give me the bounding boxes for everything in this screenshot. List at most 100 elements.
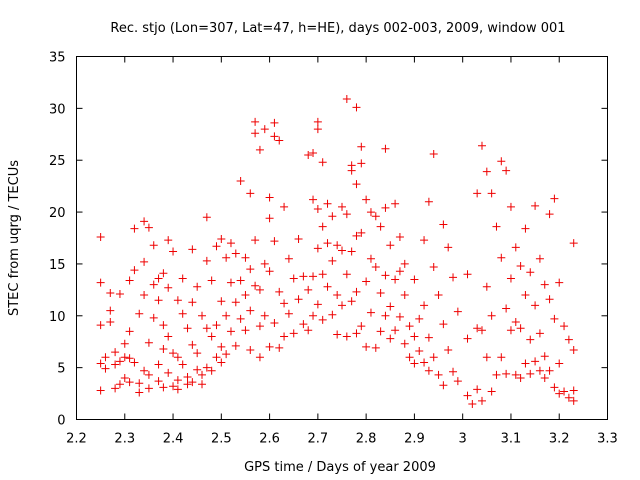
data-point: [120, 374, 129, 383]
data-point: [255, 285, 264, 294]
data-point: [255, 145, 264, 154]
data-point: [231, 341, 240, 350]
data-point: [439, 381, 448, 390]
data-point: [338, 246, 346, 255]
data-point: [347, 297, 356, 306]
data-point: [376, 327, 385, 336]
data-point: [366, 208, 375, 217]
data-point: [275, 343, 284, 352]
data-point: [318, 158, 327, 167]
data-point: [270, 118, 279, 127]
x-tick-label: 3: [459, 432, 467, 447]
data-point: [96, 321, 105, 330]
data-point: [535, 366, 544, 375]
data-point: [241, 253, 250, 262]
data-point: [391, 275, 400, 284]
data-point: [540, 280, 549, 289]
data-point: [516, 374, 525, 383]
data-point: [178, 274, 187, 283]
data-point: [164, 368, 173, 377]
data-point: [188, 298, 197, 307]
data-point: [318, 315, 327, 324]
data-point: [202, 256, 211, 265]
x-tick-label: 3.3: [597, 432, 618, 447]
data-point: [217, 297, 226, 306]
data-point: [251, 236, 260, 245]
data-point: [342, 210, 351, 219]
data-point: [173, 296, 182, 305]
data-point: [535, 329, 544, 338]
data-point: [115, 357, 124, 366]
data-point: [323, 282, 332, 291]
data-point: [463, 334, 472, 343]
data-point: [366, 254, 375, 263]
data-point: [309, 311, 318, 320]
data-point: [135, 309, 144, 318]
y-tick-label: 10: [49, 310, 66, 325]
data-point: [284, 254, 293, 263]
data-point: [246, 306, 255, 315]
data-point: [391, 326, 400, 335]
data-point: [540, 374, 549, 383]
data-point: [473, 189, 482, 198]
y-tick-label: 15: [49, 258, 66, 273]
data-point: [357, 228, 366, 237]
x-tick-label: 2.2: [66, 432, 87, 447]
data-point: [149, 280, 158, 289]
data-point: [188, 340, 197, 349]
data-point: [159, 383, 168, 392]
data-point: [492, 222, 501, 231]
data-point: [342, 270, 351, 279]
data-point: [395, 232, 404, 241]
data-point: [463, 270, 472, 279]
data-point: [410, 359, 419, 368]
data-point: [328, 256, 337, 265]
x-tick-label: 2.6: [259, 432, 280, 447]
data-point: [400, 291, 409, 300]
data-point: [463, 391, 472, 400]
data-point: [352, 287, 361, 296]
data-point: [482, 167, 491, 176]
data-point: [120, 339, 129, 348]
data-point: [381, 203, 390, 212]
data-point: [560, 322, 569, 331]
data-point: [511, 243, 520, 252]
data-point: [154, 360, 163, 369]
data-point: [173, 385, 182, 394]
data-point: [386, 302, 395, 311]
data-point: [154, 296, 163, 305]
data-point: [487, 189, 496, 198]
y-tick-label: 35: [49, 51, 66, 66]
data-point: [410, 275, 419, 284]
data-point: [371, 263, 380, 272]
data-point: [251, 281, 260, 290]
data-point: [569, 346, 578, 355]
data-point: [154, 274, 163, 283]
data-point: [241, 291, 250, 300]
data-point: [531, 201, 540, 210]
data-point: [313, 300, 322, 309]
data-point: [178, 360, 187, 369]
data-point: [550, 383, 559, 392]
data-point: [473, 385, 482, 394]
data-point: [188, 378, 197, 387]
data-point: [555, 359, 564, 368]
data-point: [193, 349, 202, 358]
data-point: [159, 321, 168, 330]
data-point: [231, 249, 240, 258]
x-tick-label: 3.2: [549, 432, 570, 447]
data-point: [289, 274, 298, 283]
data-point: [347, 247, 356, 256]
y-tick-label: 0: [57, 414, 65, 429]
data-point: [521, 291, 530, 300]
data-point: [415, 347, 424, 356]
data-point: [371, 343, 380, 352]
data-point: [569, 239, 578, 248]
data-point: [395, 312, 404, 321]
data-point: [304, 326, 313, 335]
data-point: [477, 141, 486, 150]
data-point: [395, 267, 404, 276]
data-point: [429, 263, 438, 272]
data-point: [357, 322, 366, 331]
data-point: [313, 204, 322, 213]
